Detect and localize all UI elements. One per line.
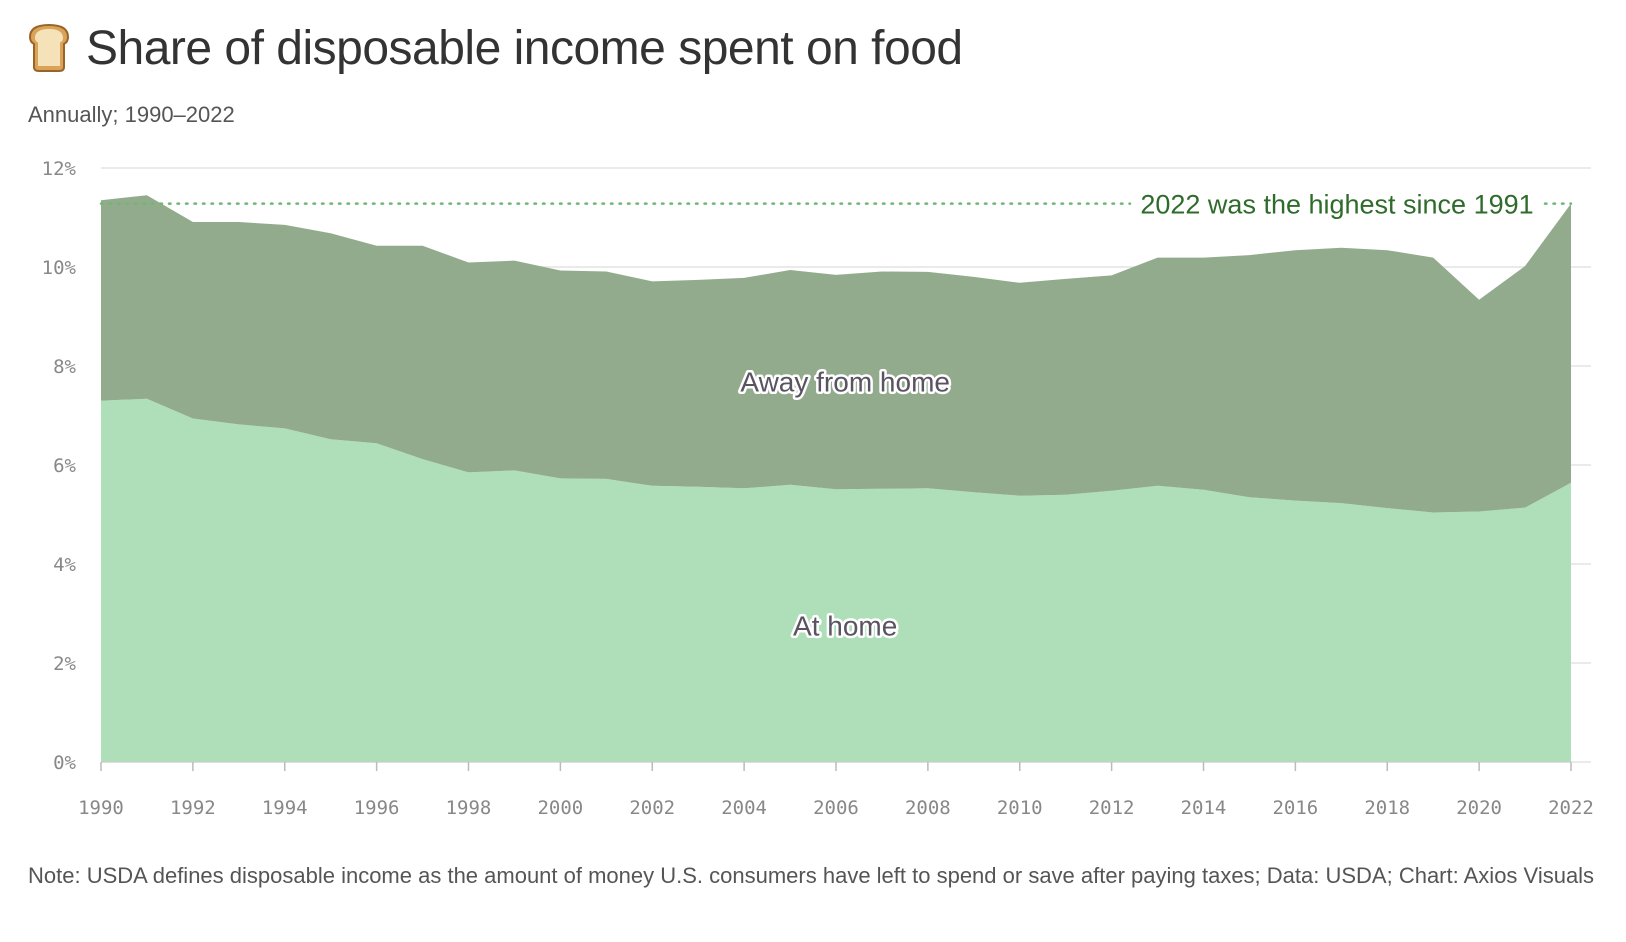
- x-tick-label: 2004: [721, 797, 767, 819]
- x-tick-label: 2022: [1548, 797, 1594, 819]
- x-tick-label: 2000: [537, 797, 583, 819]
- area-labels: At home Away from home: [738, 364, 953, 644]
- x-tick-label: 2020: [1456, 797, 1502, 819]
- area-chart: 2022 was the highest since 1991 0% 2% 4% 6%…: [42, 158, 1594, 819]
- annotation-label: 2022 was the highest since 1991: [1140, 190, 1533, 220]
- series-label-at-home: At home: [793, 611, 897, 642]
- y-tick-label: 8%: [53, 356, 76, 378]
- y-tick-label: 6%: [53, 455, 76, 477]
- y-tick-label: 10%: [42, 257, 77, 279]
- bread-icon: [28, 23, 70, 72]
- x-tick-label: 2010: [997, 797, 1043, 819]
- y-tick-label: 12%: [42, 158, 77, 180]
- y-tick-label: 4%: [53, 554, 76, 576]
- axes: 0% 2% 4% 6% 8% 10% 12% 1990 1992 1994 1996 1998 2000…: [42, 158, 1594, 819]
- y-tick-label: 2%: [53, 653, 76, 675]
- x-tick-label: 2014: [1181, 797, 1227, 819]
- chart-title: Share of disposable income spent on food: [86, 21, 963, 75]
- x-tick-label: 1992: [170, 797, 216, 819]
- chart-subtitle: Annually; 1990–2022: [28, 102, 235, 127]
- x-tick-label: 2018: [1364, 797, 1410, 819]
- x-tick-label: 2016: [1272, 797, 1318, 819]
- x-tick-label: 2008: [905, 797, 951, 819]
- x-tick-label: 2002: [629, 797, 675, 819]
- x-tick-label: 2012: [1089, 797, 1135, 819]
- reference-line-group: 2022 was the highest since 1991: [99, 190, 1573, 220]
- series-label-away-from-home: Away from home: [740, 367, 950, 398]
- area-away-from-home: [101, 195, 1571, 513]
- x-tick-label: 1998: [446, 797, 492, 819]
- y-tick-label: 0%: [53, 752, 76, 774]
- stacked-areas: [101, 195, 1571, 762]
- title-row: Share of disposable income spent on food: [26, 18, 963, 78]
- x-tick-label: 1996: [354, 797, 400, 819]
- x-tick-label: 1994: [262, 797, 308, 819]
- x-tick-label: 1990: [78, 797, 124, 819]
- area-at-home: [101, 398, 1571, 762]
- x-tick-label: 2006: [813, 797, 859, 819]
- footnote: Note: USDA defines disposable income as …: [28, 863, 1595, 888]
